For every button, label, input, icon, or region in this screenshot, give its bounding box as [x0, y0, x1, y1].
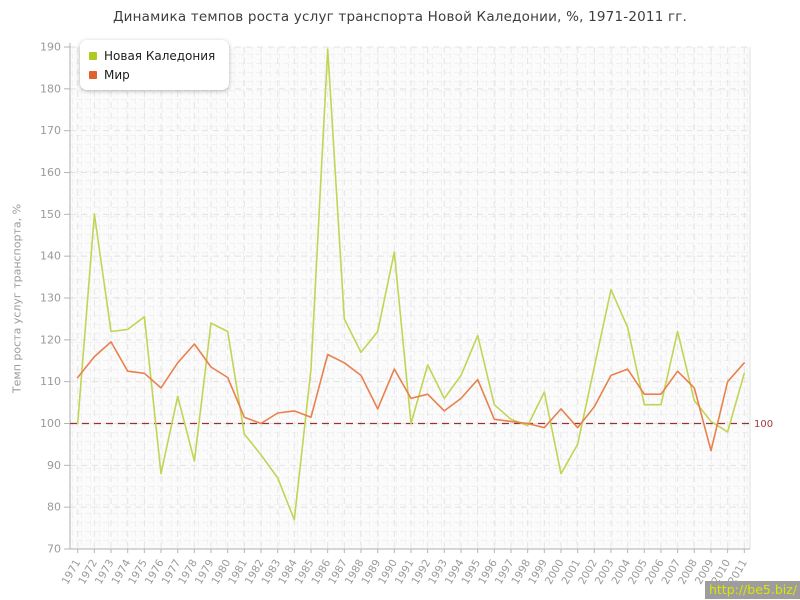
legend-label-new-caledonia: Новая Каледония [104, 48, 216, 63]
chart-title: Динамика темпов роста услуг транспорта Н… [112, 9, 688, 25]
y-tick-label-100: 100 [40, 417, 61, 430]
legend-item-world[interactable]: Мир [89, 65, 215, 84]
legend-marker-new-caledonia [89, 51, 97, 60]
legend: Новая Каледония Мир [80, 40, 230, 90]
legend-marker-world [89, 70, 97, 79]
line-world [76, 341, 746, 452]
y-tick-label-160: 160 [40, 166, 61, 179]
y-tick-label-130: 130 [40, 292, 61, 305]
y-tick-label-140: 140 [40, 250, 61, 263]
y-tick-label-90: 90 [47, 459, 61, 472]
y-tick-label-80: 80 [47, 501, 61, 514]
line-new-caledonia [76, 48, 746, 521]
y-tick-label-70: 70 [47, 543, 61, 556]
y-tick-label-190: 190 [40, 41, 61, 54]
y-tick-label-170: 170 [40, 124, 61, 137]
y-tick-label-120: 120 [40, 333, 61, 346]
legend-label-world: Мир [104, 67, 130, 82]
legend-item-new-caledonia[interactable]: Новая Каледония [89, 46, 215, 65]
y-tick-label-180: 180 [40, 82, 61, 95]
y-tick-label-150: 150 [40, 208, 61, 221]
baseline-label: 100 [754, 419, 773, 430]
y-tick-label-110: 110 [40, 375, 61, 388]
watermark-link[interactable]: http://be5.biz/ [704, 581, 800, 599]
